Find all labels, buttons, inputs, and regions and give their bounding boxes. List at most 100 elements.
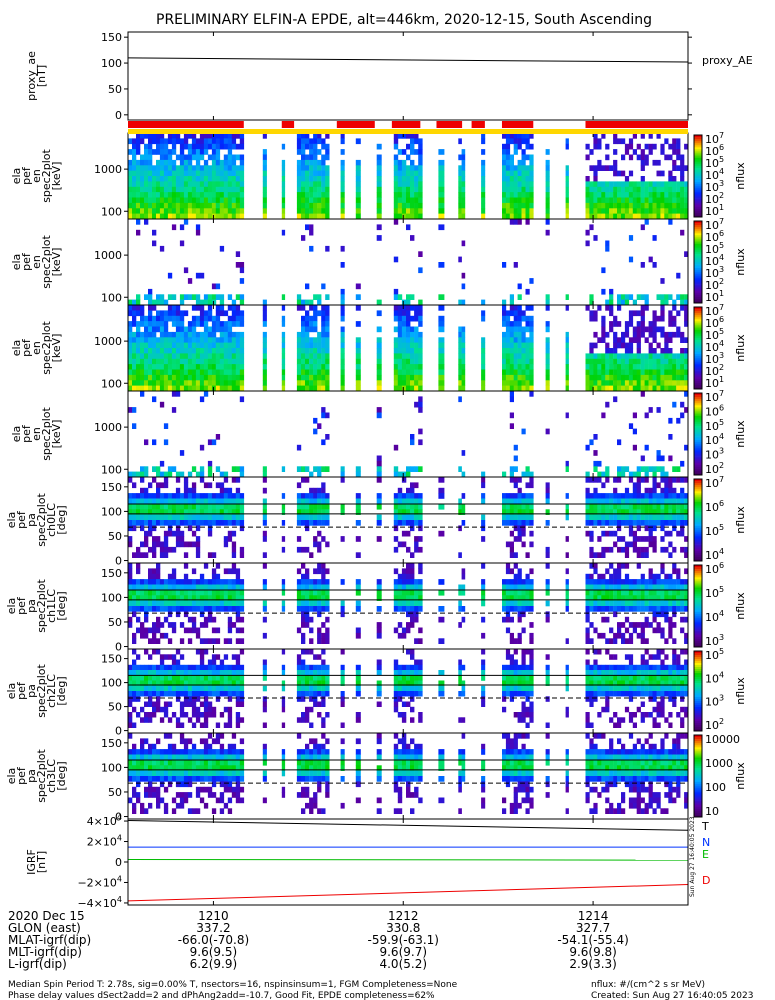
colorbar-swatch bbox=[694, 597, 702, 601]
heatmap-cell bbox=[438, 380, 445, 386]
heatmap-cell bbox=[513, 337, 518, 343]
heatmap-cell bbox=[183, 589, 189, 596]
heatmap-cell bbox=[502, 299, 507, 306]
heatmap-cell bbox=[660, 546, 665, 553]
heatmap-cell bbox=[672, 369, 677, 376]
heatmap-cell bbox=[187, 159, 193, 166]
heatmap-cell bbox=[565, 337, 569, 343]
colorbar-swatch bbox=[694, 202, 702, 206]
heatmap-cell bbox=[231, 498, 237, 505]
heatmap-cell bbox=[313, 364, 318, 370]
heatmap-cell bbox=[458, 154, 462, 161]
colorbar-swatch bbox=[694, 341, 702, 345]
heatmap-cell bbox=[199, 321, 205, 327]
heatmap-cell bbox=[438, 385, 445, 392]
heatmap-cell bbox=[509, 181, 514, 188]
heatmap-cell bbox=[621, 181, 626, 188]
heatmap-cell bbox=[525, 208, 530, 214]
heatmap-cell bbox=[613, 149, 618, 155]
heatmap-cell bbox=[187, 493, 193, 499]
heatmap-cell bbox=[376, 197, 382, 204]
heatmap-cell bbox=[593, 509, 598, 515]
heatmap-cell bbox=[529, 358, 534, 365]
heatmap-cell bbox=[652, 358, 657, 365]
heatmap-cell bbox=[132, 595, 137, 601]
heatmap-cell bbox=[144, 219, 149, 225]
heatmap-cell bbox=[585, 181, 590, 188]
heatmap-cell bbox=[223, 331, 229, 338]
heatmap-cell bbox=[203, 374, 209, 381]
heatmap-cell bbox=[171, 530, 177, 537]
heatmap-cell bbox=[652, 541, 657, 548]
heatmap-cell bbox=[296, 181, 302, 188]
heatmap-cell bbox=[159, 546, 165, 553]
heatmap-cell bbox=[565, 536, 569, 542]
heatmap-cell bbox=[203, 353, 209, 360]
heatmap-cell bbox=[148, 514, 153, 521]
heatmap-cell bbox=[305, 573, 310, 580]
heatmap-cell bbox=[529, 380, 534, 386]
heatmap-cell bbox=[565, 493, 569, 499]
heatmap-cell bbox=[652, 202, 657, 209]
heatmap-cell bbox=[605, 493, 610, 499]
heatmap-cell bbox=[179, 520, 185, 526]
heatmap-cell bbox=[565, 380, 569, 386]
heatmap-cell bbox=[136, 364, 141, 370]
heatmap-cell bbox=[418, 181, 423, 188]
colorbar-swatch bbox=[694, 317, 702, 320]
heatmap-cell bbox=[227, 595, 233, 601]
heatmap-cell bbox=[219, 208, 225, 214]
heatmap-cell bbox=[195, 181, 201, 188]
heatmap-cell bbox=[517, 176, 522, 182]
heatmap-cell bbox=[215, 321, 221, 327]
heatmap-cell bbox=[321, 509, 326, 515]
heatmap-cell bbox=[215, 595, 221, 601]
heatmap-cell bbox=[191, 342, 197, 349]
heatmap-cell bbox=[589, 530, 594, 537]
heatmap-cell bbox=[513, 477, 518, 483]
heatmap-cell bbox=[565, 348, 569, 354]
heatmap-cell bbox=[393, 568, 399, 575]
heatmap-cell bbox=[215, 283, 221, 290]
heatmap-cell bbox=[513, 606, 518, 612]
ylabel-line: en bbox=[30, 255, 43, 269]
heatmap-cell bbox=[313, 579, 318, 585]
heatmap-cell bbox=[239, 337, 245, 343]
heatmap-cell bbox=[144, 170, 149, 177]
heatmap-cell bbox=[140, 170, 145, 177]
heatmap-cell bbox=[609, 546, 614, 553]
heatmap-cell bbox=[340, 213, 345, 220]
heatmap-cell bbox=[672, 509, 677, 515]
heatmap-cell bbox=[628, 235, 634, 241]
heatmap-cell bbox=[309, 149, 314, 155]
heatmap-cell bbox=[624, 573, 630, 580]
heatmap-cell bbox=[680, 197, 685, 204]
heatmap-cell bbox=[309, 337, 314, 343]
heatmap-cell bbox=[461, 493, 466, 499]
heatmap-cell bbox=[513, 579, 518, 585]
heatmap-cell bbox=[636, 498, 641, 505]
heatmap-cell bbox=[481, 202, 486, 209]
heatmap-cell bbox=[644, 337, 649, 343]
heatmap-cell bbox=[461, 348, 466, 354]
heatmap-cell bbox=[281, 294, 286, 300]
heatmap-cell bbox=[309, 503, 314, 510]
heatmap-cell bbox=[414, 600, 419, 607]
colorbar-swatch bbox=[694, 640, 702, 644]
heatmap-cell bbox=[593, 202, 598, 209]
colorbar-swatch bbox=[694, 581, 702, 584]
heatmap-cell bbox=[410, 380, 415, 386]
heatmap-cell bbox=[317, 600, 322, 607]
colorbar-swatch bbox=[694, 331, 702, 334]
heatmap-cell bbox=[262, 299, 267, 306]
heatmap-cell bbox=[179, 181, 185, 188]
heatmap-cell bbox=[296, 627, 302, 634]
heatmap-cell bbox=[281, 197, 286, 204]
heatmap-cell bbox=[684, 385, 689, 392]
heatmap-cell bbox=[321, 632, 326, 639]
heatmap-cell bbox=[309, 369, 314, 376]
ylabel-line: pef bbox=[15, 510, 28, 529]
heatmap-cell bbox=[676, 149, 681, 155]
heatmap-cell bbox=[481, 364, 486, 370]
heatmap-cell bbox=[676, 294, 681, 300]
